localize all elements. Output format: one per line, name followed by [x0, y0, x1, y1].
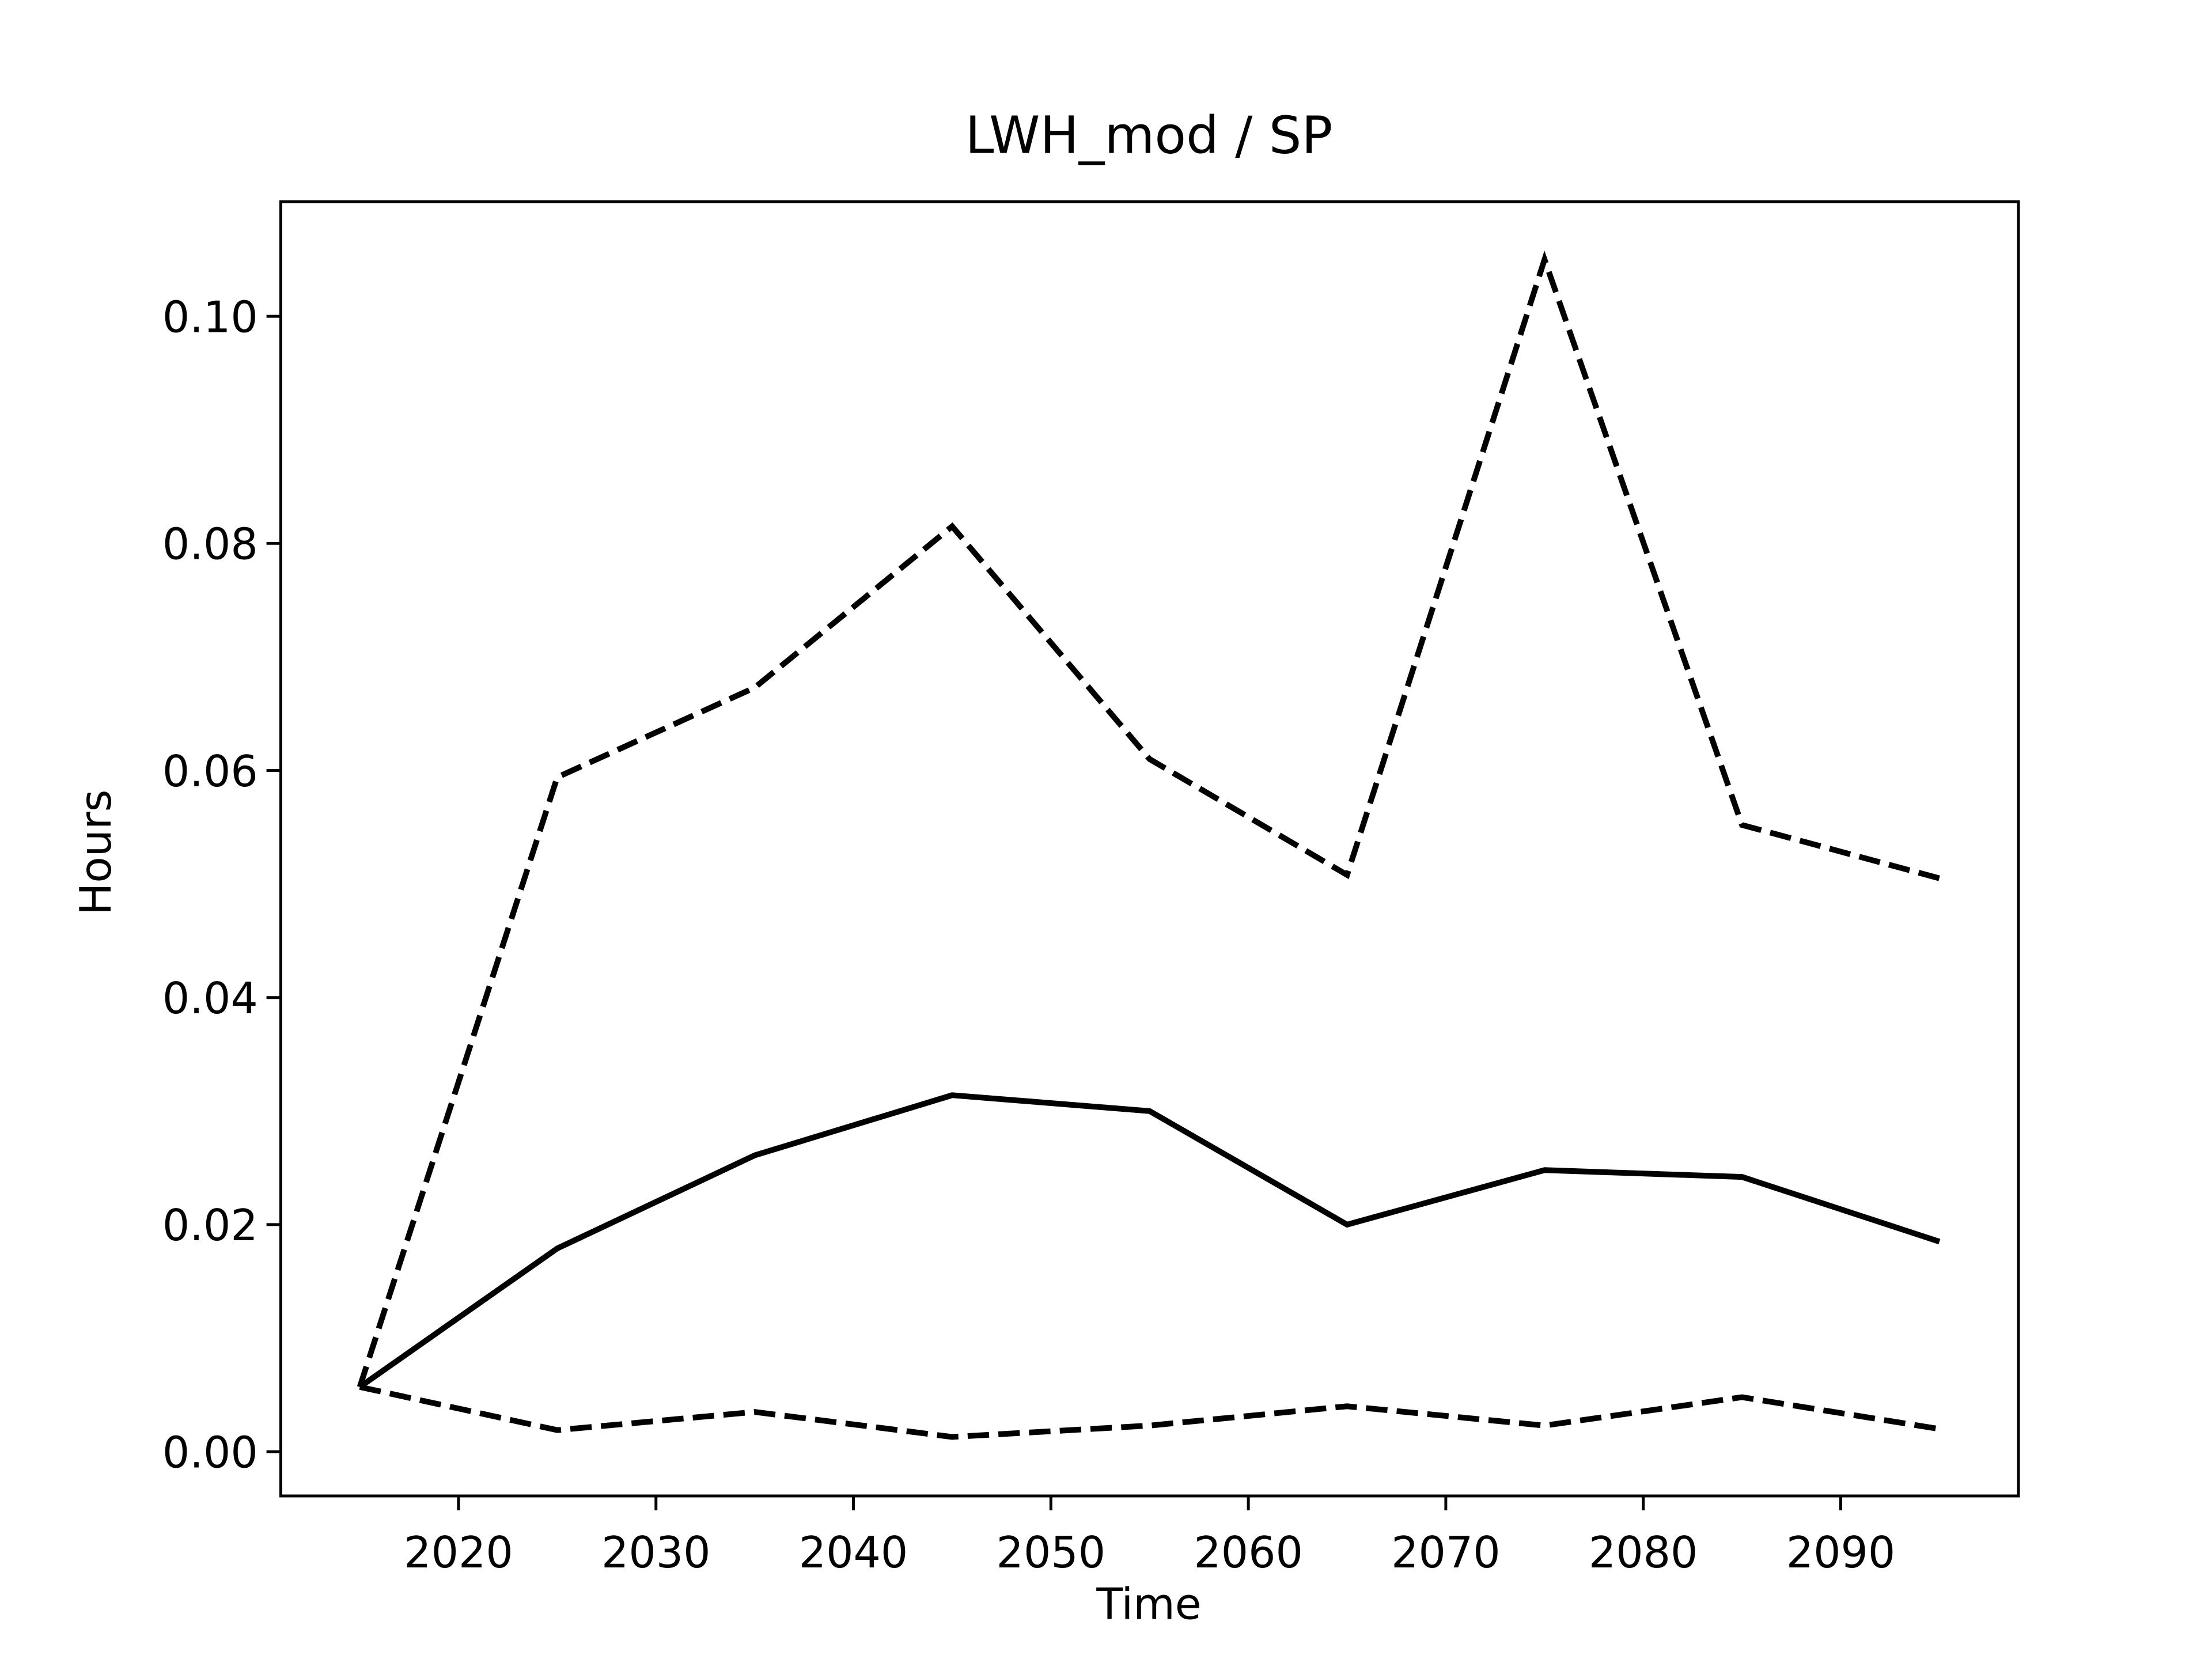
y-tick-label: 0.02 [162, 1200, 258, 1251]
y-tick-label: 0.10 [162, 292, 258, 342]
y-tick-label: 0.06 [162, 747, 258, 797]
y-tick-label: 0.00 [162, 1427, 258, 1478]
line-series [357, 250, 1941, 1388]
x-axis-label: Time [1096, 1579, 1201, 1629]
y-axis-label: Hours [71, 790, 121, 915]
x-tick-label: 2050 [997, 1528, 1106, 1578]
x-tick-label: 2030 [601, 1528, 711, 1578]
x-tick-label: 2090 [1786, 1528, 1896, 1578]
line-series [358, 1092, 1941, 1389]
plot-frame [279, 200, 2020, 1498]
x-tick-label: 2080 [1589, 1528, 1698, 1578]
x-tick-label: 2070 [1391, 1528, 1501, 1578]
x-tick-label: 2040 [799, 1528, 908, 1578]
y-tick-label: 0.04 [162, 974, 258, 1024]
x-tick-label: 2020 [404, 1528, 513, 1578]
y-tick-label: 0.08 [162, 520, 258, 570]
chart-title: LWH_mod / SP [965, 106, 1333, 166]
x-tick-label: 2060 [1194, 1528, 1303, 1578]
line-series [359, 1384, 1940, 1440]
